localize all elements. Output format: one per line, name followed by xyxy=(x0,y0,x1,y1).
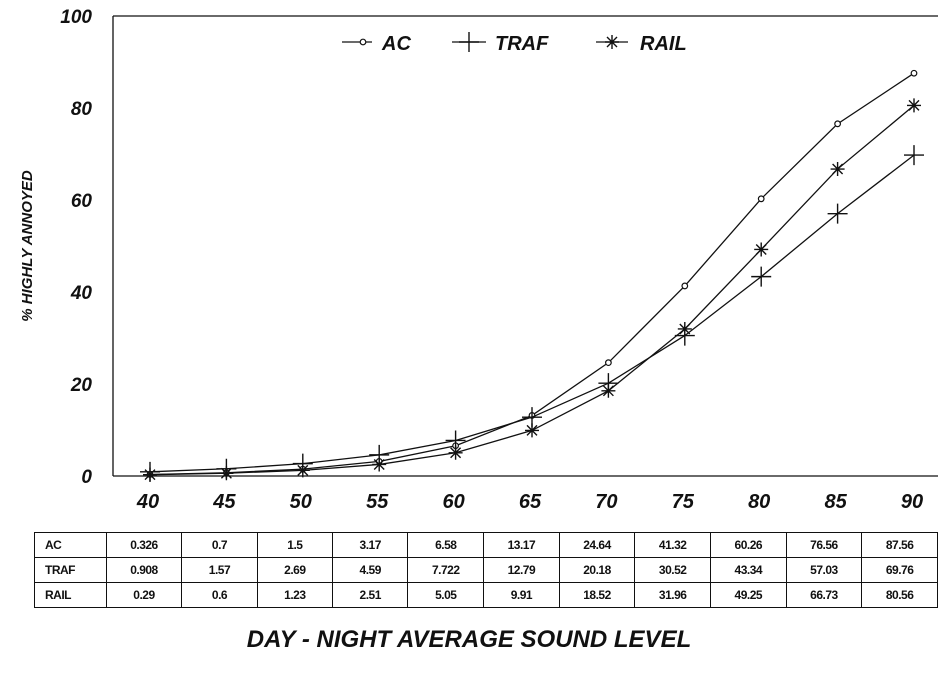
legend-item-ac: AC xyxy=(342,33,411,55)
series-rail xyxy=(143,98,921,482)
series-layer xyxy=(140,69,924,482)
x-tick-label: 60 xyxy=(442,491,464,513)
legend-item-rail: RAIL xyxy=(596,33,687,55)
table-cell: 5.05 xyxy=(407,582,485,608)
table-row: AC 0.326 0.7 1.5 3.17 6.58 13.17 24.64 41.32 60.2… xyxy=(34,532,938,558)
data-point-rail xyxy=(677,321,692,336)
table-cell: 49.25 xyxy=(709,582,787,608)
x-tick-label: 85 xyxy=(824,491,847,513)
legend-item-traf: TRAF xyxy=(452,32,549,55)
table-cell: 80.56 xyxy=(861,582,938,608)
table-cell: 76.56 xyxy=(785,532,863,558)
table-cell: 43.34 xyxy=(709,557,787,583)
x-tick-labels: 40 45 50 55 60 65 70 75 80 85 90 xyxy=(136,491,923,513)
table-cell: 60.26 xyxy=(709,532,787,558)
table-cell: 18.52 xyxy=(558,582,636,608)
x-tick-label: 80 xyxy=(748,491,770,513)
table-cell: 9.91 xyxy=(483,582,560,608)
data-point-rail xyxy=(830,162,845,177)
table-cell: 0.326 xyxy=(105,532,183,558)
table-row-label: RAIL xyxy=(34,582,107,608)
legend-marker-traf xyxy=(459,32,479,52)
table-cell: 0.29 xyxy=(105,582,183,608)
data-point-rail xyxy=(219,466,234,481)
x-tick-label: 90 xyxy=(901,491,923,513)
plot-frame xyxy=(112,15,938,477)
table-cell: 0.6 xyxy=(181,582,258,608)
table-cell: 3.17 xyxy=(332,532,409,558)
data-point-ac xyxy=(605,359,612,367)
x-tick-label: 50 xyxy=(290,491,312,513)
data-point-rail xyxy=(372,457,387,472)
table-cell: 6.58 xyxy=(407,532,485,558)
legend-marker-rail xyxy=(605,35,619,49)
legend-label-traf: TRAF xyxy=(495,33,549,55)
table-cell: 0.908 xyxy=(105,557,183,583)
table-cell: 1.57 xyxy=(181,557,258,583)
y-tick-label: 40 xyxy=(70,283,93,304)
data-point-rail xyxy=(601,383,616,398)
table-cell: 4.59 xyxy=(332,557,409,583)
table-cell: 1.23 xyxy=(256,582,334,608)
table-cell: 0.7 xyxy=(181,532,258,558)
table-cell: 24.64 xyxy=(558,532,636,558)
y-tick-labels: 0 20 40 60 80 100 xyxy=(60,7,92,488)
y-tick-label: 20 xyxy=(70,375,93,396)
data-point-ac xyxy=(834,120,841,128)
x-tick-label: 40 xyxy=(136,491,159,513)
table-cell: 1.5 xyxy=(256,532,334,558)
table-cell: 66.73 xyxy=(785,582,863,608)
data-point-traf xyxy=(827,203,848,224)
table-row-label: AC xyxy=(34,532,107,558)
data-point-rail xyxy=(448,445,463,460)
data-point-ac xyxy=(910,69,918,77)
data-point-traf xyxy=(904,145,924,166)
data-point-traf xyxy=(751,266,772,287)
x-tick-label: 55 xyxy=(366,491,389,513)
y-axis-label: % HIGHLY ANNOYED xyxy=(19,170,36,322)
data-table: AC 0.326 0.7 1.5 3.17 6.58 13.17 24.64 41.32 60.2… xyxy=(34,532,938,608)
x-tick-label: 70 xyxy=(595,491,617,513)
table-cell: 31.96 xyxy=(634,582,711,608)
y-tick-label: 80 xyxy=(71,99,93,120)
data-point-rail xyxy=(754,242,769,257)
table-row: RAIL 0.29 0.6 1.23 2.51 5.05 9.91 18.52 31.96 49.… xyxy=(34,582,938,608)
table-cell: 12.79 xyxy=(483,557,560,583)
legend-label-ac: AC xyxy=(381,33,411,55)
line-chart: 0 20 40 60 80 100 40 45 50 55 60 65 70 75 80 85 90 % HI… xyxy=(19,7,938,513)
table-cell: 7.722 xyxy=(407,557,485,583)
x-tick-label: 65 xyxy=(519,491,542,513)
table-cell: 20.18 xyxy=(558,557,636,583)
legend-marker-ac xyxy=(359,38,367,46)
data-point-rail xyxy=(907,98,921,113)
table-cell: 30.52 xyxy=(634,557,711,583)
legend: AC TRAF RAIL xyxy=(342,32,687,55)
series-traf xyxy=(140,145,924,482)
table-row-label: TRAF xyxy=(34,557,107,583)
data-point-ac xyxy=(681,282,689,290)
table-row: TRAF 0.908 1.57 2.69 4.59 7.722 12.79 20.18 30.5… xyxy=(34,557,938,583)
table-cell: 69.76 xyxy=(861,557,938,583)
data-point-rail xyxy=(525,423,539,438)
data-point-ac xyxy=(757,195,765,203)
table-cell: 2.69 xyxy=(256,557,334,583)
data-point-rail xyxy=(143,467,157,482)
table-cell: 57.03 xyxy=(785,557,863,583)
x-axis-label: DAY - NIGHT AVERAGE SOUND LEVEL xyxy=(246,626,692,653)
table-cell: 87.56 xyxy=(861,532,938,558)
y-tick-label: 0 xyxy=(81,467,92,488)
y-tick-label: 100 xyxy=(60,7,92,28)
data-table-body: AC 0.326 0.7 1.5 3.17 6.58 13.17 24.64 41.32 60.2… xyxy=(34,532,938,608)
x-tick-label: 75 xyxy=(672,491,695,513)
data-point-rail xyxy=(295,463,310,478)
y-tick-label: 60 xyxy=(71,191,93,212)
table-cell: 2.51 xyxy=(332,582,409,608)
legend-label-rail: RAIL xyxy=(640,33,687,55)
table-cell: 41.32 xyxy=(634,532,711,558)
table-cell: 13.17 xyxy=(483,532,560,558)
x-tick-label: 45 xyxy=(212,491,236,513)
